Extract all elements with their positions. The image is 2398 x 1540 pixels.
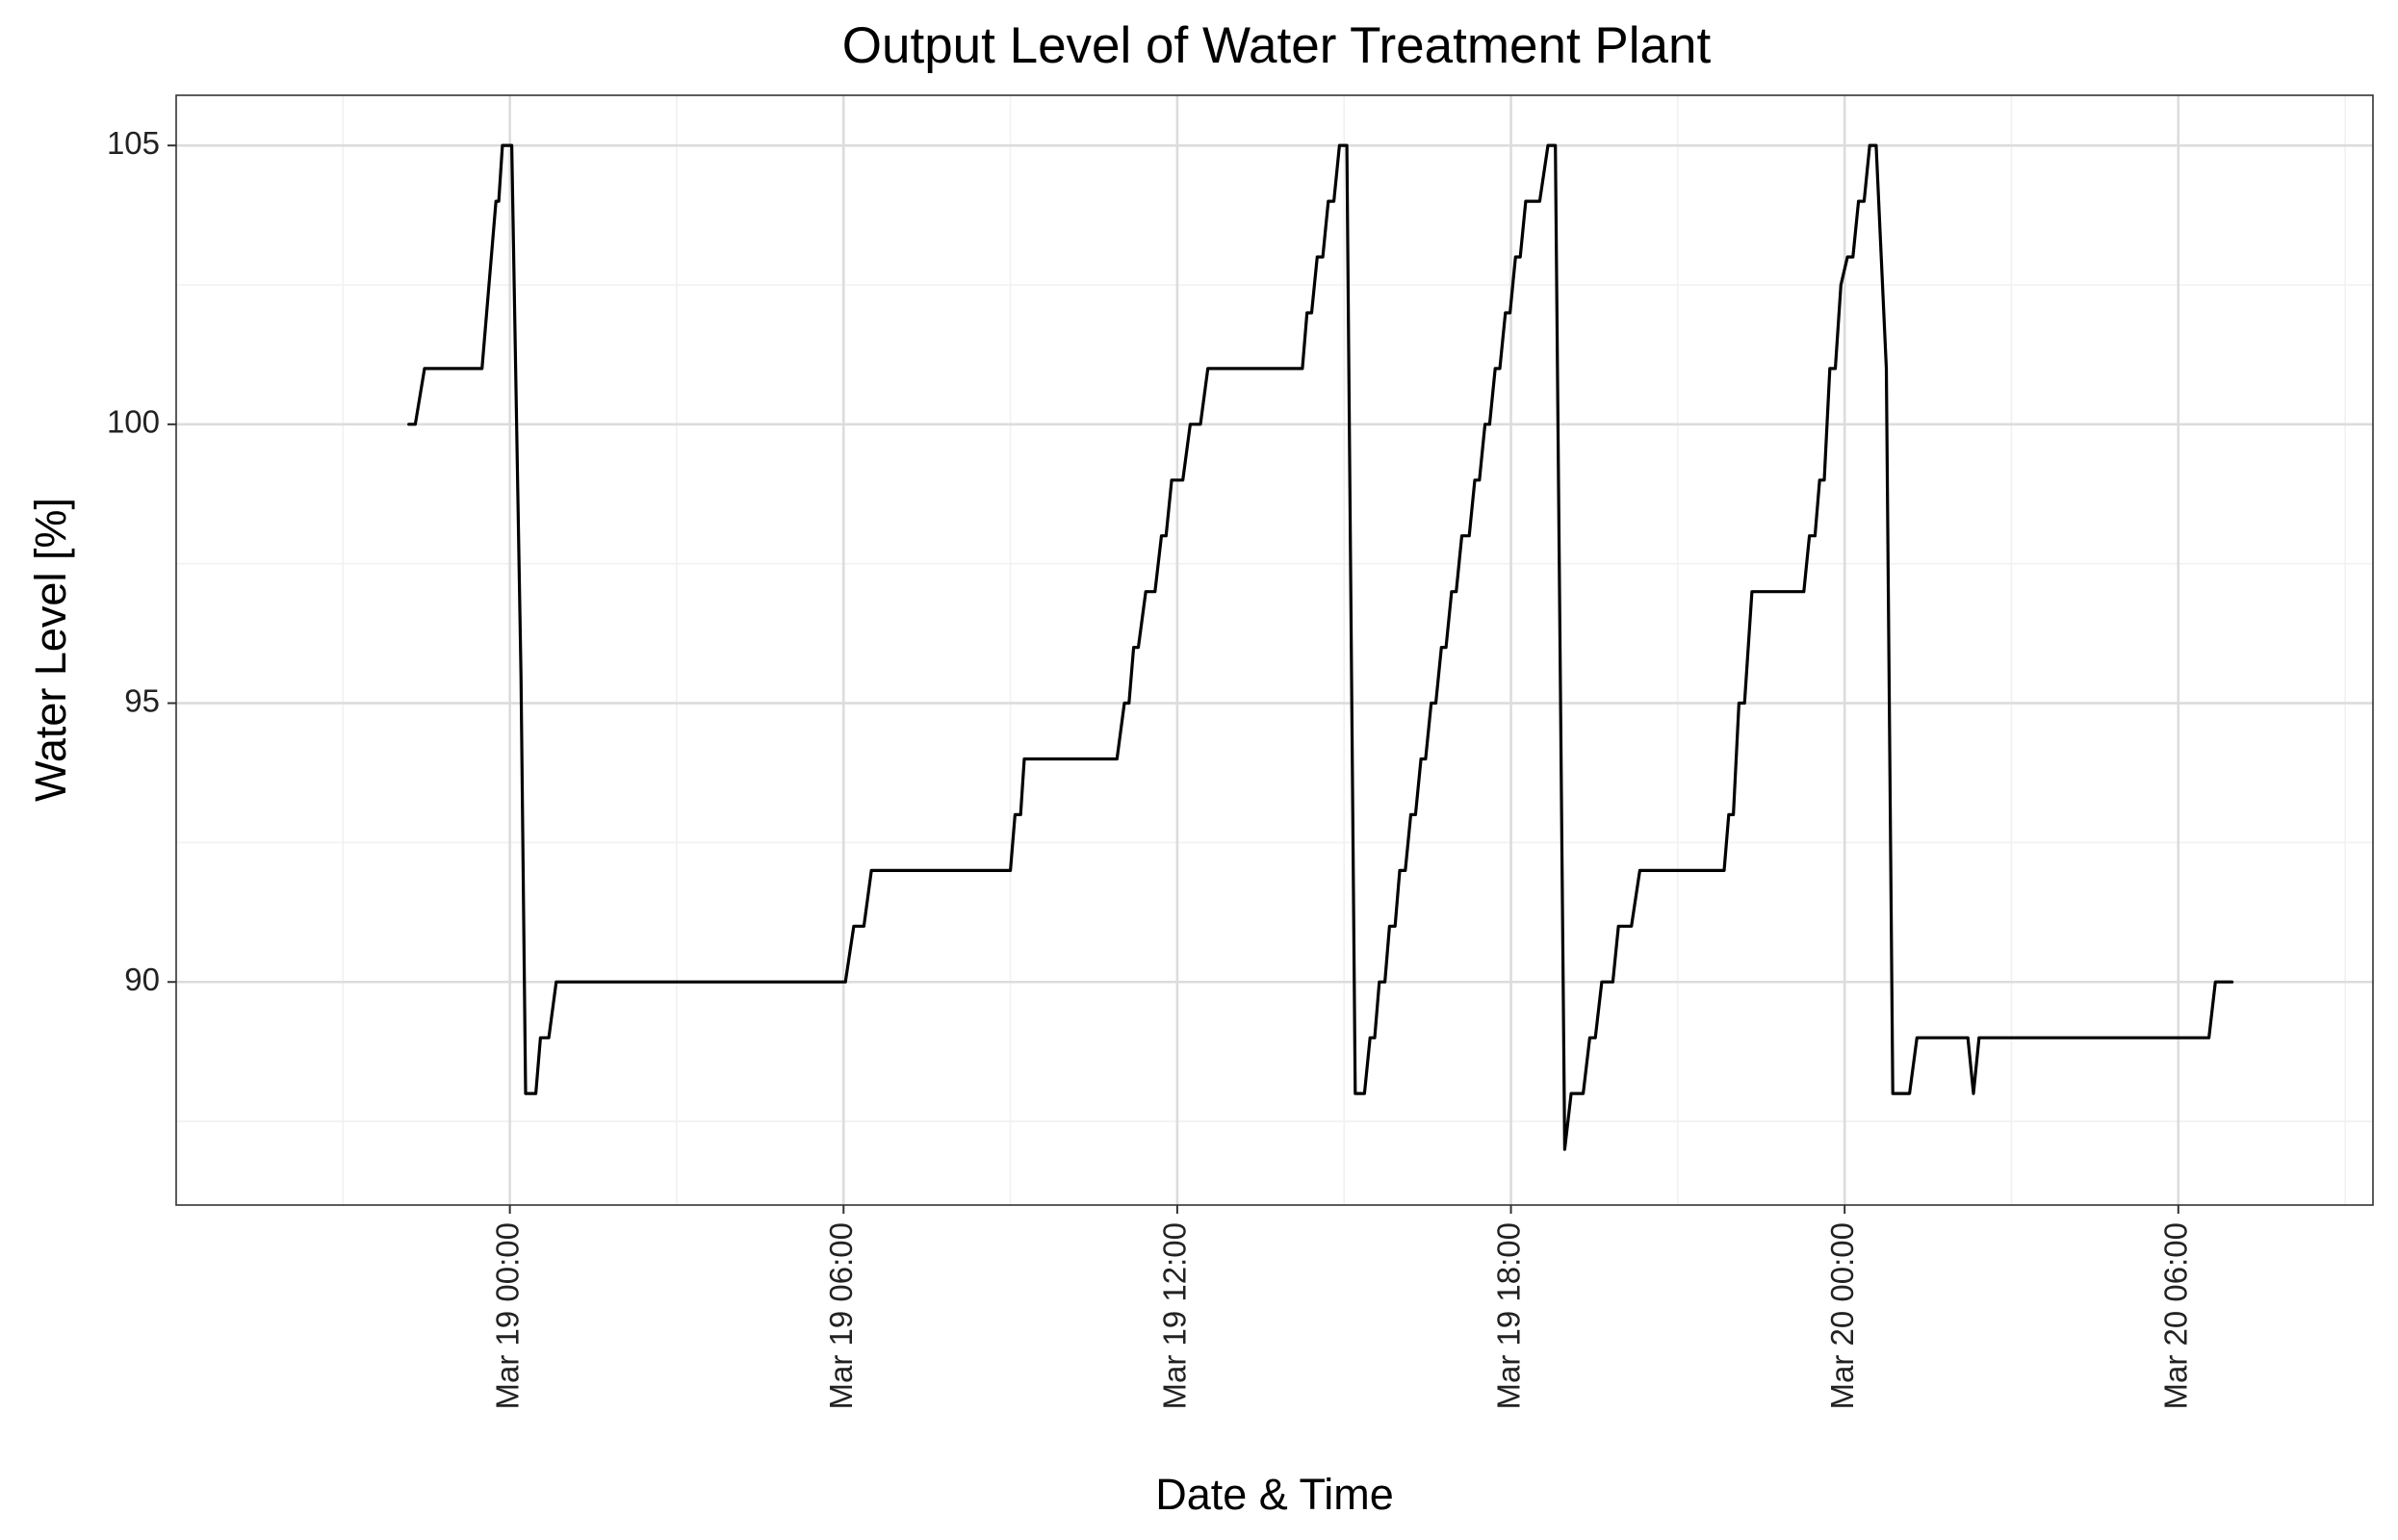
x-tick-label: Mar 20 06:00 — [2158, 1222, 2194, 1409]
x-tick-label: Mar 19 12:00 — [1157, 1222, 1193, 1409]
major-gridlines — [176, 95, 2373, 1205]
y-axis: 90 95 100 105 — [107, 125, 176, 997]
y-tick-label: 100 — [107, 404, 160, 440]
y-tick-label: 95 — [124, 682, 160, 718]
x-axis: Mar 19 00:00 Mar 19 06:00 Mar 19 12:00 Mar … — [489, 1205, 2194, 1409]
plot-border — [175, 94, 2374, 1206]
x-tick-label: Mar 20 00:00 — [1824, 1222, 1860, 1409]
minor-gridlines — [176, 95, 2373, 1205]
y-axis-title: Water Level [%] — [26, 498, 75, 802]
x-axis-title: Date & Time — [1155, 1470, 1394, 1519]
y-tick-label: 105 — [107, 125, 160, 161]
x-tick-label: Mar 19 06:00 — [823, 1222, 859, 1409]
chart-title: Output Level of Water Treatment Plant — [842, 17, 1712, 74]
y-tick-label: 90 — [124, 962, 160, 997]
series-layer — [407, 143, 2234, 1151]
x-tick-label: Mar 19 18:00 — [1490, 1222, 1526, 1409]
plot-panel — [176, 95, 2373, 1205]
x-tick-label: Mar 19 00:00 — [489, 1222, 525, 1409]
series-line — [407, 143, 2234, 1151]
